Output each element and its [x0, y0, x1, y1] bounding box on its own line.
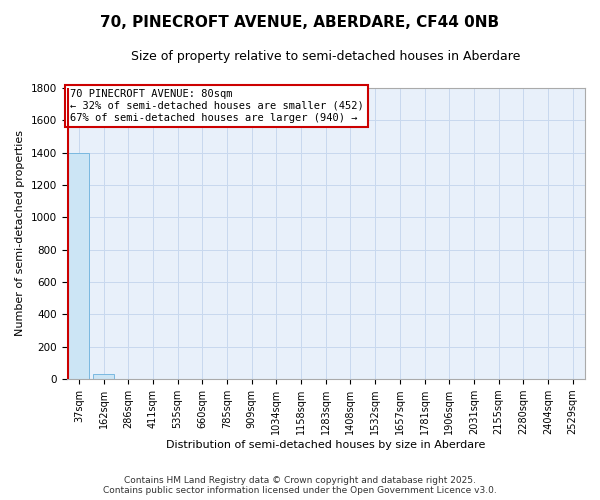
X-axis label: Distribution of semi-detached houses by size in Aberdare: Distribution of semi-detached houses by … — [166, 440, 485, 450]
Text: Contains HM Land Registry data © Crown copyright and database right 2025.
Contai: Contains HM Land Registry data © Crown c… — [103, 476, 497, 495]
Bar — [93, 374, 114, 379]
Text: 70, PINECROFT AVENUE, ABERDARE, CF44 0NB: 70, PINECROFT AVENUE, ABERDARE, CF44 0NB — [100, 15, 500, 30]
Text: 70 PINECROFT AVENUE: 80sqm
← 32% of semi-detached houses are smaller (452)
67% o: 70 PINECROFT AVENUE: 80sqm ← 32% of semi… — [70, 90, 364, 122]
Y-axis label: Number of semi-detached properties: Number of semi-detached properties — [15, 130, 25, 336]
Bar — [68, 152, 89, 379]
Title: Size of property relative to semi-detached houses in Aberdare: Size of property relative to semi-detach… — [131, 50, 520, 63]
